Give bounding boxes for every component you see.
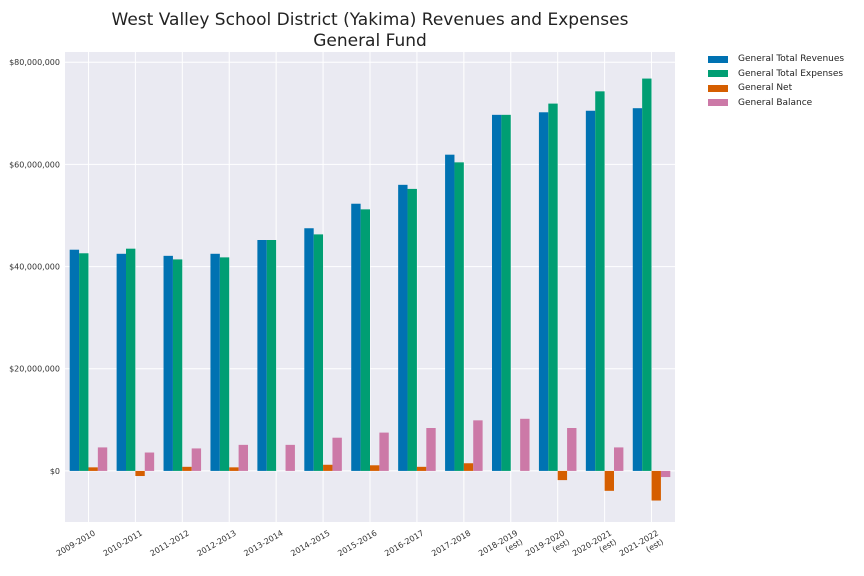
bar (445, 154, 455, 471)
x-tick-label: 2016-2017 (383, 529, 425, 559)
chart-title-line-1: West Valley School District (Yakima) Rev… (112, 10, 629, 30)
bar (172, 259, 183, 471)
bar (660, 470, 671, 478)
legend-label: General Net (738, 83, 793, 94)
bar (473, 420, 483, 471)
bar (604, 470, 614, 491)
bar (163, 255, 173, 471)
bar (304, 228, 314, 471)
bar (370, 465, 380, 471)
bar (191, 448, 202, 471)
bar (398, 184, 408, 471)
bar (407, 188, 417, 471)
legend: General Total Revenues General Total Expe… (708, 52, 844, 110)
bar (323, 464, 333, 471)
bar (520, 418, 530, 471)
bar (219, 257, 230, 471)
bar (116, 253, 126, 471)
bar (642, 78, 652, 471)
bar (351, 203, 361, 471)
x-tick-label: 2012-2013 (195, 529, 237, 559)
x-axis-ticks: 2009-2010 2010-2011 2011-2012 2012-2013 2013… (55, 529, 665, 559)
x-tick-label: 2014-2015 (289, 529, 331, 559)
bar (416, 466, 427, 471)
legend-label: General Total Expenses (738, 68, 844, 79)
x-tick-label: 2011-2012 (149, 529, 191, 559)
x-tick-label: 2009-2010 (55, 529, 97, 559)
x-tick-label-line: 2011-2012 (149, 529, 191, 559)
x-tick-label-line: 2009-2010 (55, 529, 97, 559)
bar (501, 114, 511, 471)
bar (567, 428, 577, 471)
x-tick-label: 2015-2016 (336, 529, 378, 559)
bar (266, 240, 277, 471)
x-tick-label-line: 2012-2013 (195, 529, 237, 559)
x-tick-label-line: 2015-2016 (336, 529, 378, 559)
bar (97, 447, 108, 471)
x-tick-label: 2019-2020(est) (524, 529, 571, 559)
x-tick-label: 2017-2018 (430, 529, 472, 559)
bar (88, 467, 98, 471)
y-tick-label: $60,000,000 (9, 160, 60, 169)
bar (182, 466, 192, 471)
bar (332, 437, 342, 471)
legend-item: General Balance (708, 96, 844, 111)
bar (69, 249, 80, 471)
y-tick-label: $40,000,000 (9, 263, 60, 272)
bar (229, 467, 239, 471)
chart-title-line-2: General Fund (313, 31, 427, 51)
y-tick-label: $80,000,000 (9, 58, 60, 67)
legend-item: General Net (708, 81, 844, 96)
bar (210, 253, 220, 471)
bar (313, 234, 324, 471)
x-tick-label: 2021-2022(est) (618, 529, 665, 559)
bar (426, 428, 436, 471)
bar (492, 114, 502, 471)
x-tick-label-line: 2013-2014 (242, 529, 284, 559)
legend-item: General Total Revenues (708, 52, 844, 67)
bar (614, 447, 624, 471)
x-tick-label-line: 2017-2018 (430, 529, 472, 559)
bar (135, 470, 145, 477)
legend-label: General Total Revenues (738, 54, 845, 65)
legend-item: General Total Expenses (708, 67, 844, 82)
y-axis-ticks: $0 $20,000,000 $40,000,000 $60,000,000 $80,0… (9, 58, 60, 476)
bar (595, 91, 605, 471)
bar (379, 432, 389, 471)
legend-swatch (708, 55, 728, 63)
legend-swatch (708, 84, 728, 92)
bar (285, 444, 295, 471)
bar (585, 110, 596, 471)
bar (557, 470, 568, 481)
bars-layer (69, 78, 671, 501)
bar (463, 463, 474, 471)
legend-swatch (708, 70, 728, 78)
bar (257, 240, 267, 471)
bar (238, 444, 248, 471)
legend-label: General Balance (738, 97, 813, 108)
bar (144, 452, 155, 471)
bar (454, 162, 464, 471)
y-tick-label: $20,000,000 (9, 365, 60, 374)
x-tick-label: 2018-2019(est) (477, 529, 524, 559)
y-tick-label: $0 (50, 467, 60, 476)
x-tick-label-line: 2010-2011 (102, 529, 144, 559)
x-tick-label: 2013-2014 (242, 529, 284, 559)
x-tick-label-line: 2014-2015 (289, 529, 331, 559)
x-tick-label: 2020-2021(est) (571, 529, 618, 559)
bar (538, 112, 549, 471)
bar (79, 253, 89, 471)
x-tick-label-line: 2016-2017 (383, 529, 425, 559)
x-tick-label: 2010-2011 (102, 529, 144, 559)
bar (632, 108, 643, 471)
legend-swatch (708, 99, 728, 107)
bar (360, 209, 370, 471)
bar (651, 470, 661, 501)
bar (126, 248, 136, 471)
bar (548, 103, 558, 471)
